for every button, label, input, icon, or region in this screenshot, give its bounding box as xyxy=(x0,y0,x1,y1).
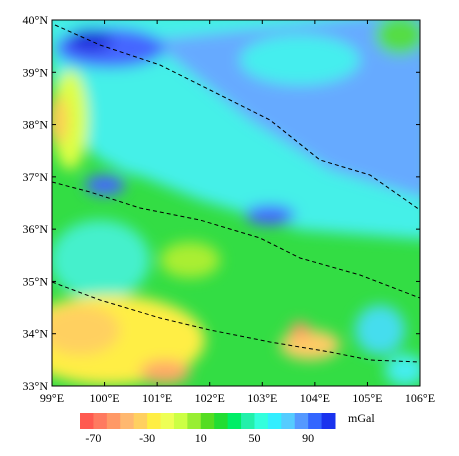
lat-tick-label: 40°N xyxy=(23,13,49,27)
colorbar-tick-label: 90 xyxy=(302,431,314,445)
lon-tick-label: 103°E xyxy=(247,391,277,405)
colorbar-box xyxy=(93,413,108,429)
colorbar-tick-label: 10 xyxy=(195,431,207,445)
colorbar-box xyxy=(321,413,336,429)
lat-tick-label: 35°N xyxy=(23,274,49,288)
colorbar-box xyxy=(187,413,202,429)
fault-line xyxy=(54,24,420,211)
lon-tick-label: 102°E xyxy=(195,391,225,405)
colorbar-box xyxy=(267,413,282,429)
colorbar-box xyxy=(106,413,121,429)
colorbar-box xyxy=(227,413,242,429)
colorbar-tick-label: -70 xyxy=(85,431,101,445)
colorbar-box xyxy=(80,413,94,429)
colorbar-unit: mGal xyxy=(348,411,375,425)
colorbar-box xyxy=(281,413,296,429)
colorbar-box xyxy=(254,413,269,429)
colorbar-tick-label: -30 xyxy=(139,431,155,445)
lat-tick-label: 34°N xyxy=(23,327,49,341)
fault-line xyxy=(52,181,420,299)
colorbar-tick-label: 50 xyxy=(248,431,260,445)
lon-tick-label: 104°E xyxy=(300,391,330,405)
colorbar-box xyxy=(133,413,148,429)
colorbar-box xyxy=(241,413,255,429)
lon-tick-label: 100°E xyxy=(90,391,120,405)
lon-tick-label: 106°E xyxy=(405,391,435,405)
lat-tick-label: 36°N xyxy=(23,222,49,236)
anomaly-field xyxy=(52,20,420,386)
lat-tick-label: 39°N xyxy=(23,65,49,79)
lon-tick-label: 99°E xyxy=(40,391,64,405)
colorbar-box xyxy=(214,413,229,429)
colorbar-box xyxy=(147,413,162,429)
colorbar-box xyxy=(173,413,188,429)
lat-tick-label: 33°N xyxy=(23,379,49,393)
colorbar-box xyxy=(120,413,135,429)
colorbar-box xyxy=(308,413,323,429)
lon-tick-label: 101°E xyxy=(142,391,172,405)
colorbar-box xyxy=(200,413,215,429)
map-frame xyxy=(51,19,421,387)
colorbar-box xyxy=(294,413,309,429)
lon-tick-label: 105°E xyxy=(352,391,382,405)
lat-tick-label: 37°N xyxy=(23,170,49,184)
lat-tick-label: 38°N xyxy=(23,118,49,132)
colorbar-box xyxy=(160,413,175,429)
